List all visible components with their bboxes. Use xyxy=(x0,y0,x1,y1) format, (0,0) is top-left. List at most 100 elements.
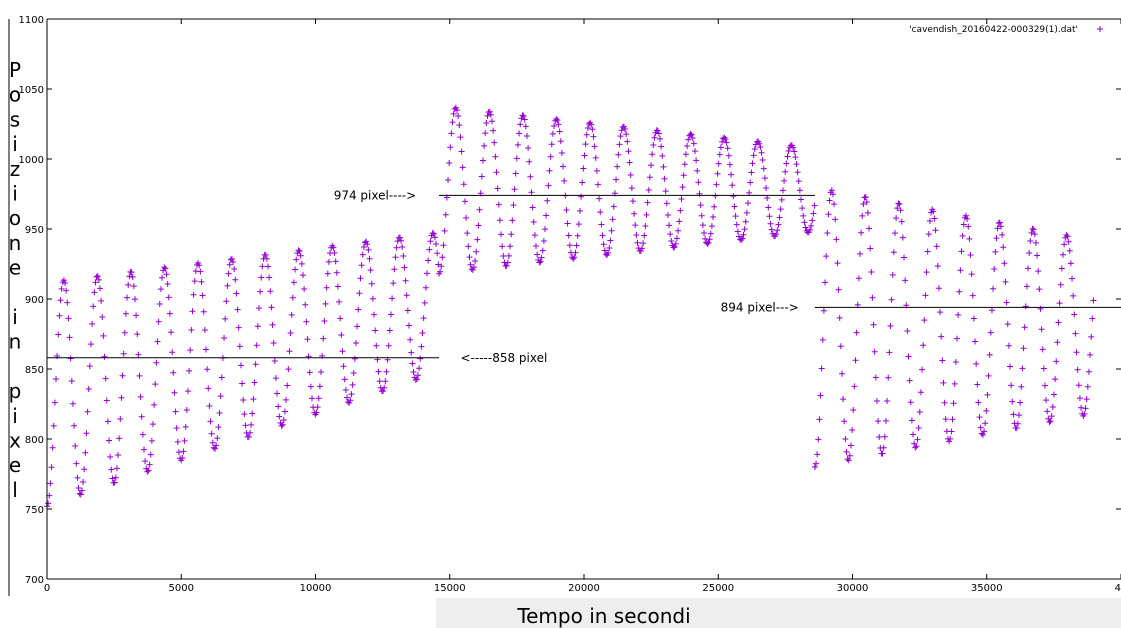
data-point xyxy=(316,383,323,390)
data-point xyxy=(47,480,54,487)
data-point xyxy=(398,237,405,244)
data-point xyxy=(208,430,215,437)
data-point xyxy=(726,161,733,168)
data-point xyxy=(341,376,348,383)
data-point xyxy=(98,297,105,304)
data-point xyxy=(162,265,169,272)
data-point xyxy=(1060,251,1066,258)
data-point xyxy=(899,234,906,241)
data-point xyxy=(493,169,500,176)
data-point xyxy=(880,444,887,451)
data-point xyxy=(876,434,883,441)
data-point xyxy=(262,251,269,258)
data-point xyxy=(269,321,276,328)
data-point xyxy=(138,413,145,420)
data-point xyxy=(578,193,585,200)
data-points xyxy=(44,104,1097,510)
data-point xyxy=(697,202,704,209)
data-point xyxy=(705,239,712,246)
data-point xyxy=(101,353,108,360)
data-point xyxy=(60,277,67,284)
data-point xyxy=(601,247,608,254)
data-point xyxy=(212,445,219,452)
data-point xyxy=(917,389,924,396)
data-point xyxy=(486,108,493,115)
data-point xyxy=(796,187,803,194)
data-point xyxy=(306,369,313,376)
data-point xyxy=(910,431,917,438)
data-point xyxy=(984,391,991,398)
data-point xyxy=(442,211,449,218)
data-point xyxy=(947,435,954,442)
data-point xyxy=(447,144,454,151)
data-point xyxy=(523,132,530,139)
data-point xyxy=(792,154,799,161)
data-point xyxy=(275,403,282,410)
data-point xyxy=(373,342,380,349)
data-point xyxy=(1081,411,1088,418)
data-point xyxy=(417,355,424,362)
data-point xyxy=(517,121,524,128)
data-point xyxy=(1057,281,1064,288)
data-point xyxy=(405,322,412,329)
data-point xyxy=(757,144,764,151)
data-point xyxy=(509,217,516,224)
data-point xyxy=(93,273,100,280)
data-point xyxy=(402,277,409,284)
data-point xyxy=(693,157,700,164)
data-point xyxy=(622,125,629,132)
data-point xyxy=(147,451,154,458)
data-point xyxy=(1001,260,1008,267)
data-point xyxy=(893,215,900,222)
data-point xyxy=(522,123,529,130)
data-point xyxy=(799,205,806,212)
data-point xyxy=(280,416,287,423)
data-point xyxy=(813,460,820,467)
y-axis-label-letter: z xyxy=(10,157,21,181)
data-point xyxy=(820,307,827,314)
data-point xyxy=(826,197,833,204)
y-tick-label: 850 xyxy=(25,365,44,376)
data-point xyxy=(415,372,422,379)
data-point xyxy=(843,448,850,455)
data-point xyxy=(142,458,149,465)
data-point xyxy=(112,474,119,481)
data-point xyxy=(908,417,915,424)
data-point xyxy=(579,179,586,186)
y-axis-label-letter: i xyxy=(12,404,18,428)
data-point xyxy=(155,318,162,325)
data-point xyxy=(85,386,92,393)
data-point xyxy=(993,235,1000,242)
data-point xyxy=(730,193,737,200)
data-point xyxy=(381,384,388,391)
data-point xyxy=(459,164,466,171)
data-point xyxy=(551,122,558,129)
data-point xyxy=(1063,232,1070,239)
data-point xyxy=(97,285,104,292)
data-point xyxy=(676,218,683,225)
data-point xyxy=(420,315,427,322)
data-point xyxy=(644,199,651,206)
data-point xyxy=(496,217,503,224)
data-point xyxy=(113,465,120,472)
data-point xyxy=(457,134,464,141)
data-point xyxy=(175,449,182,456)
data-point xyxy=(380,388,387,395)
data-point xyxy=(610,203,617,210)
data-point xyxy=(954,335,960,342)
data-point xyxy=(367,267,374,274)
data-point xyxy=(482,130,489,137)
data-point xyxy=(845,457,852,464)
data-point xyxy=(510,202,517,209)
data-point xyxy=(1043,397,1050,404)
legend-label: 'cavendish_20160422-000329(1).dat' xyxy=(909,25,1078,35)
data-point xyxy=(708,223,715,230)
data-point xyxy=(118,394,125,401)
data-point xyxy=(520,112,527,119)
data-point xyxy=(242,422,249,429)
data-point xyxy=(938,333,945,340)
data-point xyxy=(884,397,891,404)
data-point xyxy=(481,142,488,149)
data-point xyxy=(800,212,807,219)
data-point xyxy=(990,285,997,292)
